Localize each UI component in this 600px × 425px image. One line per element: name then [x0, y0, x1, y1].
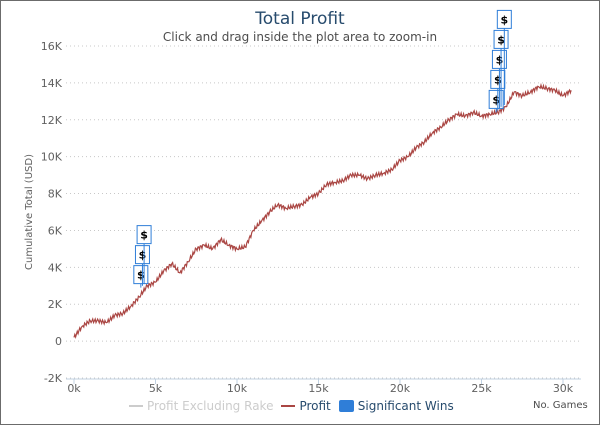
flag-box: [496, 9, 512, 29]
legend-item-profit-excluding-rake[interactable]: Profit Excluding Rake: [129, 399, 273, 413]
y-tick-label: 14K: [41, 77, 63, 90]
x-tick-label: 20k: [390, 382, 411, 395]
x-tick-label: 0k: [67, 382, 81, 395]
flag-symbol: $: [497, 33, 505, 46]
flag-symbol: $: [496, 53, 504, 66]
y-tick-label: -2K: [44, 372, 63, 385]
y-tick-label: 6K: [48, 224, 63, 237]
significant-win-flag[interactable]: $: [491, 49, 507, 109]
y-tick-label: 0: [55, 335, 62, 348]
significant-win-flag[interactable]: $: [136, 225, 152, 284]
x-tick-label: 15k: [308, 382, 329, 395]
x-axis-label: No. Games: [533, 400, 588, 411]
legend-line-swatch: [281, 405, 296, 407]
significant-win-flag[interactable]: $: [134, 245, 150, 286]
legend-label: Profit Excluding Rake: [147, 399, 274, 413]
legend-line-swatch: [129, 405, 143, 407]
flag-symbol: $: [492, 93, 500, 106]
flag-symbol: $: [500, 13, 508, 26]
legend: Profit Excluding Rake Profit Significant…: [129, 399, 458, 413]
legend-box-swatch: [338, 400, 354, 412]
flag-symbol: $: [137, 269, 145, 282]
y-tick-label: 16K: [41, 40, 63, 53]
legend-item-profit[interactable]: Profit: [281, 399, 331, 413]
legend-label: Profit: [299, 399, 331, 413]
x-tick-label: 25k: [471, 382, 492, 395]
x-tick-label: 5k: [149, 382, 163, 395]
flag-symbol: $: [140, 229, 148, 242]
profit-series-line: [73, 82, 572, 340]
x-tick-label: 30k: [553, 382, 574, 395]
legend-label: Significant Wins: [357, 399, 454, 413]
x-tick-label: 10k: [227, 382, 248, 395]
y-tick-label: 10K: [41, 151, 63, 164]
chart-title: Total Profit: [255, 9, 345, 29]
flag-symbol: $: [494, 73, 502, 86]
chart-subtitle: Click and drag inside the plot area to z…: [162, 30, 438, 44]
y-tick-label: 8K: [48, 188, 63, 201]
y-tick-label: 4K: [48, 261, 63, 274]
y-axis-label: Cumulative Total (USD): [24, 154, 35, 270]
flag-box: [491, 49, 507, 69]
legend-item-significant-wins[interactable]: Significant Wins: [338, 399, 454, 413]
flag-box: [134, 245, 150, 265]
y-tick-label: 2K: [48, 298, 63, 311]
y-tick-label: 12K: [41, 114, 63, 127]
significant-win-flag[interactable]: $: [496, 9, 512, 106]
flag-symbol: $: [139, 249, 147, 262]
flag-box: [136, 225, 152, 245]
significant-win-flag[interactable]: $: [133, 265, 149, 288]
